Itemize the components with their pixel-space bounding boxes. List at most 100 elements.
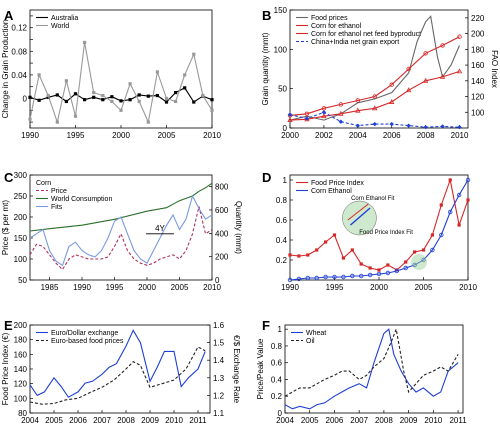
y-right-tick-label: 200 bbox=[471, 30, 485, 39]
y-tick-label: 0.4 bbox=[271, 375, 283, 384]
data-point bbox=[465, 177, 471, 183]
y-tick-label: 80 bbox=[18, 409, 27, 418]
data-point bbox=[288, 253, 292, 257]
data-point bbox=[324, 240, 328, 244]
legend-label: Food Price Index bbox=[311, 180, 364, 187]
plot-frame bbox=[284, 324, 464, 414]
legend-label: China+India net grain export bbox=[311, 39, 399, 46]
data-point bbox=[315, 248, 319, 252]
data-point bbox=[304, 116, 310, 121]
data-point bbox=[210, 108, 214, 112]
y-tick-label: 50 bbox=[18, 276, 27, 285]
data-point bbox=[37, 73, 41, 77]
data-point bbox=[137, 99, 141, 104]
data-point bbox=[439, 232, 444, 238]
y-tick-label: 150 bbox=[14, 234, 28, 243]
x-tick-label: 2005 bbox=[158, 131, 176, 140]
y-tick-label: 120 bbox=[14, 380, 28, 389]
x-tick-label: 2010 bbox=[451, 131, 469, 140]
legend-label: Australia bbox=[51, 15, 78, 22]
data-point bbox=[128, 82, 132, 86]
legend-label: Euro/Dollar exchange bbox=[51, 330, 118, 337]
data-point bbox=[389, 121, 394, 127]
data-point bbox=[372, 105, 378, 111]
x-tick-label: 2010 bbox=[424, 416, 442, 425]
annotation-label: 4Y bbox=[155, 224, 165, 233]
y-tick-label: 0.08 bbox=[11, 47, 27, 56]
data-point bbox=[332, 233, 337, 237]
data-point bbox=[305, 275, 310, 281]
data-point bbox=[338, 119, 344, 124]
data-point bbox=[210, 98, 214, 102]
x-tick-label: 2011 bbox=[189, 416, 207, 425]
data-point bbox=[338, 110, 344, 116]
y-tick-label: 0 bbox=[278, 409, 283, 418]
x-tick-label: 1990 bbox=[281, 283, 299, 292]
data-point bbox=[457, 223, 461, 227]
data-point bbox=[457, 125, 462, 130]
y-tick-label: 160 bbox=[14, 350, 28, 359]
chart-panel-f: F 2004 2005 2006 2007 2008 2009 2010 2011 0 0.2 0.4… bbox=[256, 318, 467, 425]
inset-fit-food bbox=[347, 203, 369, 221]
data-point bbox=[385, 270, 391, 276]
data-point bbox=[287, 112, 293, 117]
data-point bbox=[367, 272, 373, 278]
y-axis-label: Change in Grain Production bbox=[1, 20, 10, 119]
x-tick-label: 2002 bbox=[315, 131, 333, 140]
data-point bbox=[423, 51, 428, 56]
data-point bbox=[466, 198, 470, 202]
panel-label: B bbox=[262, 8, 271, 23]
data-point bbox=[287, 117, 293, 123]
y-tick-label: 200 bbox=[14, 321, 28, 330]
data-point bbox=[110, 95, 114, 99]
y-right-axis-label: FAO Index bbox=[490, 50, 499, 88]
x-tick-label: 2000 bbox=[112, 131, 130, 140]
y-right-tick-label: 1.2 bbox=[213, 391, 225, 400]
x-tick-label: 2010 bbox=[165, 416, 183, 425]
annotation-label: Food Price Index Fit bbox=[359, 230, 413, 236]
chart-panel-a: A 1990 1995 2000 2005 2010 0 0.04 0.08 0.12Change… bbox=[1, 8, 221, 140]
x-tick-label: 2011 bbox=[449, 416, 467, 425]
x-tick-label: 1990 bbox=[21, 131, 39, 140]
data-point bbox=[164, 100, 169, 104]
x-tick-label: 2005 bbox=[415, 283, 433, 292]
data-point bbox=[430, 233, 434, 237]
x-tick-label: 2006 bbox=[69, 416, 87, 425]
y-axis-label: Price ($ per mt) bbox=[1, 200, 10, 255]
data-point bbox=[403, 265, 408, 271]
x-tick-label: 2006 bbox=[383, 131, 401, 140]
x-tick-label: 2004 bbox=[21, 416, 39, 425]
data-point bbox=[350, 273, 355, 279]
y-right-tick-label: 120 bbox=[471, 93, 485, 102]
x-tick-label: 2005 bbox=[45, 416, 63, 425]
y-right-tick-label: 180 bbox=[471, 45, 485, 54]
x-tick-label: 1990 bbox=[73, 283, 91, 292]
inset-fit-corn bbox=[350, 207, 371, 226]
data-point bbox=[92, 91, 96, 95]
data-point bbox=[394, 268, 399, 274]
data-point bbox=[440, 124, 445, 129]
y-tick-label: 0.6 bbox=[276, 216, 288, 225]
chart-panel-d: D 1990 1995 2000 2005 2010 0.2 0.4 0.6 0.8 1 Food P… bbox=[262, 170, 477, 292]
x-tick-label: 2006 bbox=[326, 416, 344, 425]
y-tick-label: 180 bbox=[14, 336, 28, 345]
x-tick-label: 2000 bbox=[281, 131, 299, 140]
y-right-tick-label: 1.5 bbox=[213, 339, 225, 348]
series-line-0 bbox=[29, 329, 206, 398]
y-tick-label: 0.2 bbox=[271, 392, 283, 401]
data-point bbox=[413, 250, 417, 254]
data-point bbox=[55, 93, 59, 97]
y-right-axis-label: €/$ Exchange Rate bbox=[232, 335, 241, 404]
data-point bbox=[376, 271, 382, 277]
legend-label: Corn Ethanol bbox=[311, 188, 352, 195]
y-tick-label: 0.6 bbox=[271, 359, 283, 368]
y-tick-label: 250 bbox=[14, 192, 28, 201]
series-line-1 bbox=[289, 179, 469, 281]
data-point bbox=[389, 82, 394, 87]
data-point bbox=[28, 95, 32, 99]
y-right-tick-label: 1.6 bbox=[213, 321, 225, 330]
data-point bbox=[423, 125, 428, 130]
chart-panel-b: B 2000 2002 2004 2006 2008 2010 0 50 100 150 100 120… bbox=[261, 6, 499, 140]
